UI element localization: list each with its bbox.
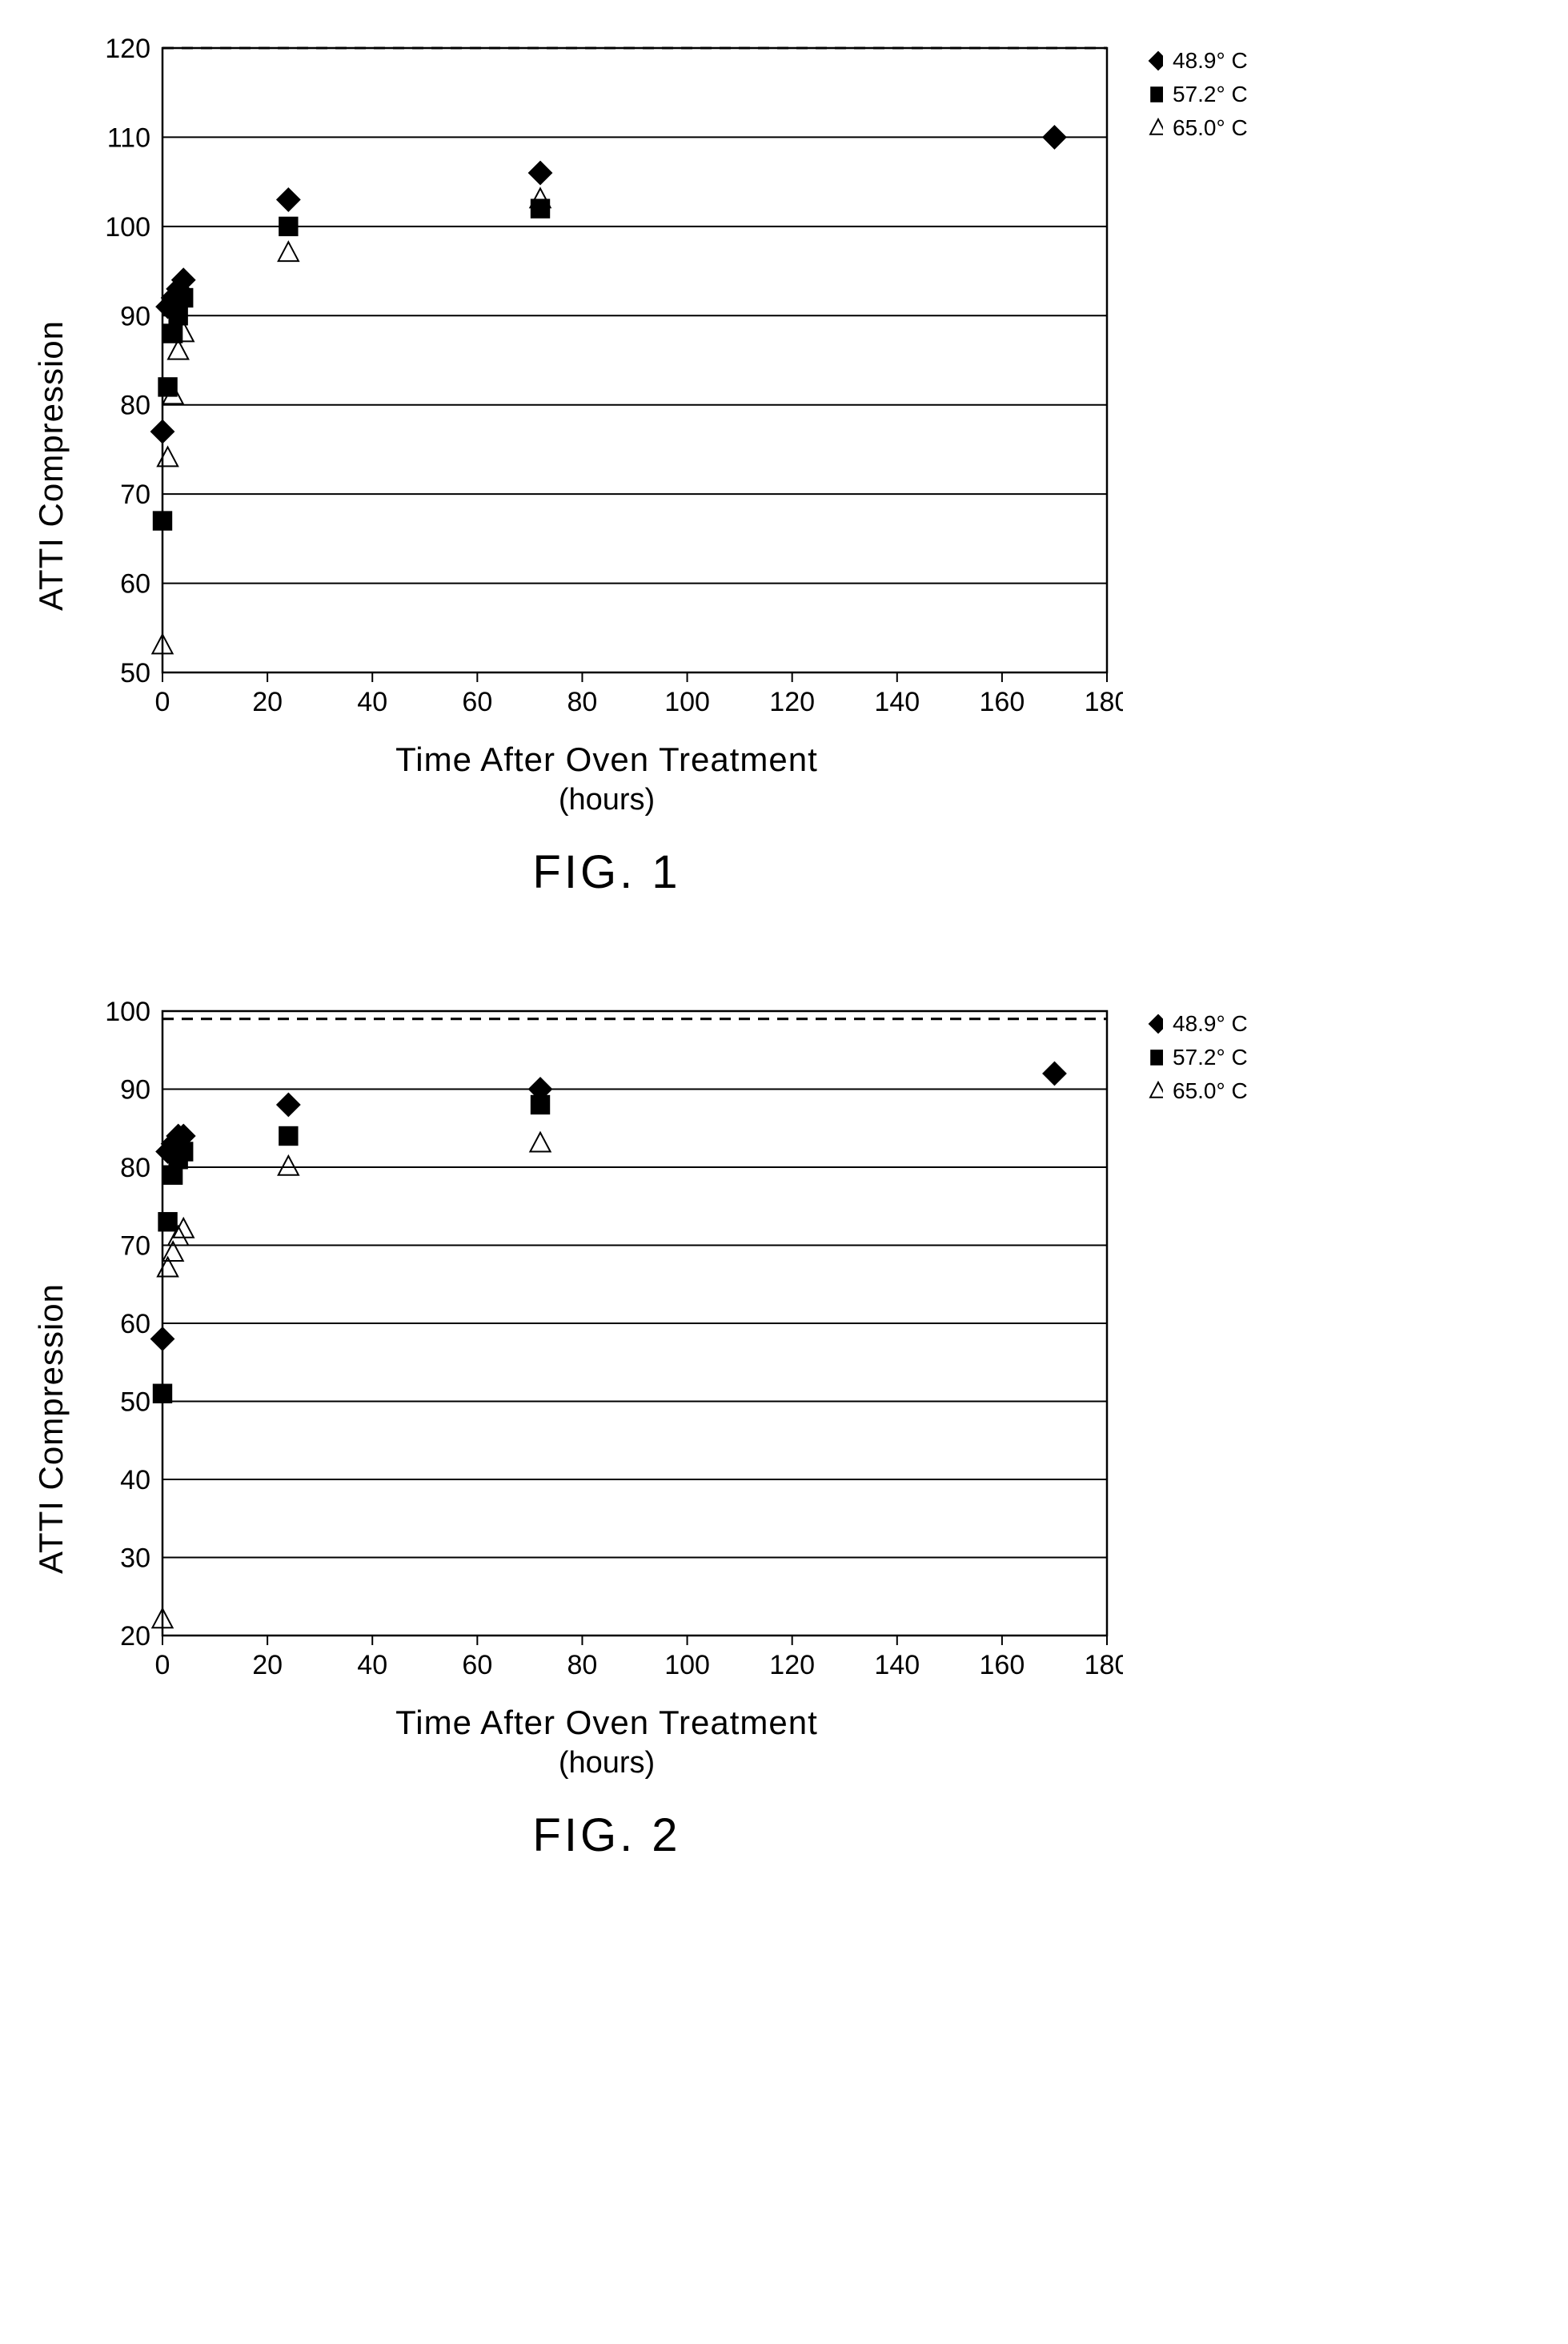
legend-label: 65.0° C (1173, 1078, 1248, 1104)
data-point (154, 512, 171, 529)
data-point (154, 1385, 171, 1403)
y-tick-label: 120 (105, 34, 150, 64)
figure-title: FIG. 1 (90, 845, 1123, 899)
legend-label: 65.0° C (1173, 115, 1248, 141)
x-tick-label: 20 (252, 687, 283, 717)
chart-area: 2030405060708090100020406080100120140160… (90, 995, 1123, 1862)
y-tick-label: 110 (107, 122, 150, 153)
data-point (531, 199, 549, 217)
x-tick-label: 0 (155, 687, 170, 717)
legend-item: 48.9° C (1147, 48, 1248, 74)
legend-marker-icon (1147, 1083, 1163, 1099)
y-tick-label: 20 (120, 1621, 150, 1652)
x-axis-label: Time After Oven Treatment (90, 1704, 1123, 1742)
y-tick-label: 30 (120, 1543, 150, 1574)
y-tick-label: 40 (120, 1465, 150, 1495)
chart-svg: 2030405060708090100020406080100120140160… (90, 995, 1123, 1684)
x-tick-label: 120 (769, 687, 815, 717)
y-tick-label: 80 (120, 1153, 150, 1183)
data-point (169, 307, 186, 324)
chart-area: 50 60 70 80 90 100 110 120 0 20 40 60 80 100 120 140 160… (90, 32, 1123, 899)
x-tick-label: 120 (769, 1650, 815, 1680)
x-tick-label: 0 (155, 1650, 170, 1680)
legend-label: 48.9° C (1173, 48, 1248, 74)
x-tick-label: 140 (874, 1650, 920, 1680)
y-tick-label: 50 (120, 658, 150, 688)
x-tick-label: 100 (664, 1650, 710, 1680)
legend-marker-icon (1147, 53, 1163, 69)
legend-item: 65.0° C (1147, 115, 1248, 141)
data-point (279, 1127, 297, 1145)
chart-svg: 50 60 70 80 90 100 110 120 0 20 40 60 80 100 120 140 160… (90, 32, 1123, 720)
data-point (174, 1142, 192, 1160)
legend-marker-icon (1147, 86, 1163, 102)
figure-container: ATTI Compression 20304050607080901000204… (32, 995, 1536, 1862)
y-tick-label: 60 (120, 569, 150, 600)
figure-title: FIG. 2 (90, 1808, 1123, 1862)
legend-item: 57.2° C (1147, 82, 1248, 107)
legend-label: 57.2° C (1173, 82, 1248, 107)
data-point (164, 324, 182, 342)
y-tick-label: 60 (120, 1309, 150, 1339)
x-tick-label: 100 (664, 687, 710, 717)
figure-container: ATTI Compression 50 60 70 80 90 100 110 120 0 20 4… (32, 32, 1536, 899)
data-point (158, 1213, 176, 1230)
data-point (531, 1096, 549, 1114)
y-tick-label: 100 (105, 997, 150, 1027)
y-tick-label: 80 (120, 391, 150, 421)
x-axis-sublabel: (hours) (90, 1746, 1123, 1780)
x-tick-label: 80 (567, 687, 598, 717)
legend-item: 48.9° C (1147, 1011, 1248, 1037)
y-axis-label: ATTI Compression (32, 1283, 70, 1574)
x-tick-label: 20 (252, 1650, 283, 1680)
legend-label: 57.2° C (1173, 1045, 1248, 1070)
x-tick-label: 40 (357, 1650, 387, 1680)
x-tick-label: 160 (980, 687, 1025, 717)
data-point (279, 218, 297, 235)
legend-marker-icon (1147, 1050, 1163, 1066)
data-point (174, 289, 192, 307)
x-tick-label: 60 (462, 1650, 492, 1680)
y-tick-label: 90 (120, 1075, 150, 1106)
y-tick-label: 70 (120, 480, 150, 510)
y-tick-label: 70 (120, 1231, 150, 1262)
x-axis-sublabel: (hours) (90, 783, 1123, 817)
legend: 48.9° C 57.2° C 65.0° C (1147, 1011, 1248, 1112)
x-tick-label: 140 (874, 687, 920, 717)
x-tick-label: 40 (357, 687, 387, 717)
legend: 48.9° C 57.2° C 65.0° C (1147, 48, 1248, 149)
legend-marker-icon (1147, 1016, 1163, 1032)
x-tick-label: 80 (567, 1650, 598, 1680)
x-tick-label: 60 (462, 687, 492, 717)
y-axis-label: ATTI Compression (32, 320, 70, 611)
y-tick-label: 50 (120, 1387, 150, 1418)
legend-label: 48.9° C (1173, 1011, 1248, 1037)
legend-item: 57.2° C (1147, 1045, 1248, 1070)
legend-marker-icon (1147, 120, 1163, 136)
y-tick-label: 90 (120, 301, 150, 331)
x-tick-label: 180 (1085, 1650, 1123, 1680)
legend-item: 65.0° C (1147, 1078, 1248, 1104)
x-tick-label: 180 (1085, 687, 1123, 717)
x-tick-label: 160 (980, 1650, 1025, 1680)
y-tick-label: 100 (105, 212, 150, 243)
x-axis-label: Time After Oven Treatment (90, 741, 1123, 779)
